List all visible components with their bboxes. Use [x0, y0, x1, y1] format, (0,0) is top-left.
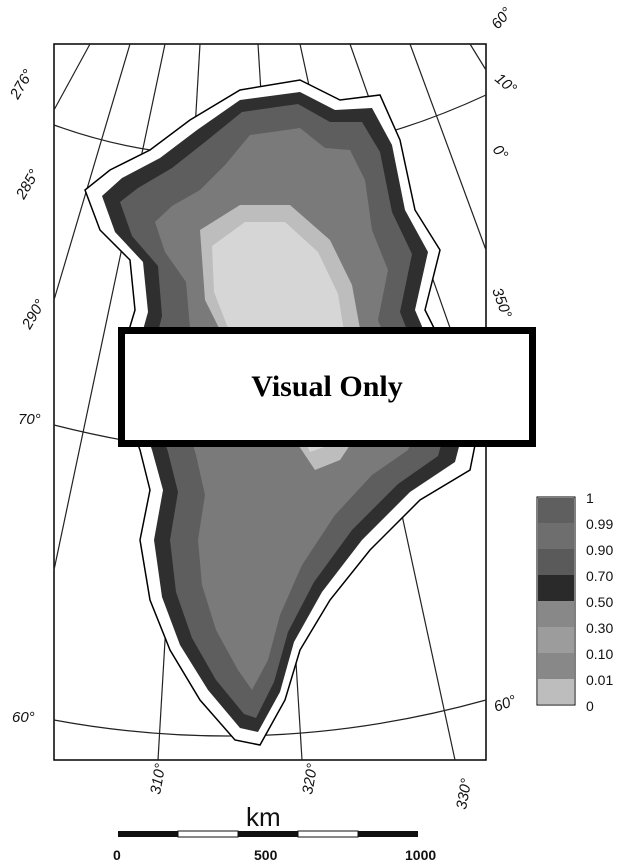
latitude-arc-60: [53, 699, 487, 737]
meridian-line: [53, 43, 166, 571]
legend-level-label: 0: [586, 698, 594, 714]
legend-level-label: 1: [586, 490, 594, 506]
legend-level-label: 0.70: [586, 568, 613, 584]
legend-level-label: 0.01: [586, 672, 613, 688]
scale-segment: [177, 830, 239, 838]
legend-swatch: [538, 523, 574, 549]
meridian-line: [53, 43, 131, 301]
legend-level-label: 0.10: [586, 646, 613, 662]
legend-swatch: [538, 627, 574, 653]
scale-segment: [358, 831, 418, 837]
visual-only-text: Visual Only: [251, 370, 403, 403]
legend-level-label: 0.90: [586, 542, 613, 558]
visual-only-banner: Visual Only: [118, 327, 536, 447]
legend-swatch: [538, 679, 574, 704]
legend-level-label: 0.50: [586, 594, 613, 610]
longitude-label: 310°: [147, 762, 169, 796]
latitude-label: 70°: [18, 411, 41, 428]
scale-tick-label: 500: [254, 847, 278, 863]
edge-longitude-label: 60°: [488, 4, 516, 32]
longitude-label: 330°: [453, 777, 475, 811]
longitude-label: 285°: [12, 167, 43, 203]
legend-swatch: [538, 575, 574, 601]
latitude-label: 60°: [492, 692, 519, 716]
legend-level-label: 0.99: [586, 516, 613, 532]
legend: 1 0.99 0.90 0.70 0.50 0.30 0.10 0.01 0: [536, 490, 613, 714]
longitude-label: 320°: [299, 762, 321, 796]
latitude-label: 60°: [12, 709, 35, 726]
longitude-label: 0°: [489, 142, 511, 164]
meridian-line: [409, 43, 487, 251]
scale-tick-label: 1000: [405, 847, 436, 863]
scale-unit-label: km: [246, 802, 281, 832]
legend-swatch: [538, 498, 574, 523]
scale-bar: km 0 500 1000: [113, 802, 436, 863]
scale-segment: [297, 830, 359, 838]
meridian-line: [53, 43, 91, 111]
longitude-label: 276°: [6, 67, 37, 103]
scale-tick-label: 0: [113, 847, 121, 863]
legend-swatch: [538, 549, 574, 575]
longitude-label: 290°: [18, 297, 49, 333]
legend-swatch: [538, 653, 574, 679]
legend-frame: [536, 496, 576, 706]
longitude-label: 10°: [491, 70, 519, 98]
legend-level-label: 0.30: [586, 620, 613, 636]
scale-segment: [238, 831, 298, 837]
longitude-label: 350°: [488, 286, 515, 321]
meridian-line: [469, 43, 487, 71]
scale-segment: [118, 831, 178, 837]
legend-swatch: [538, 601, 574, 627]
